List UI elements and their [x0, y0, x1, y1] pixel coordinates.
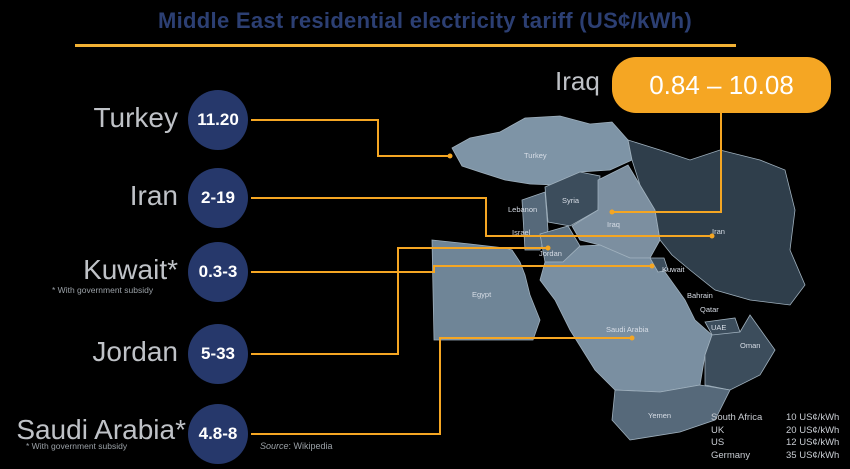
map-oman [704, 314, 776, 391]
reference-value: 35 US¢/kWh [786, 449, 840, 461]
reference-country: South Africa [711, 412, 763, 423]
source-text: : Wikipedia [288, 441, 333, 451]
reference-tariff-table: South Africa 10 US¢/kWh UK 20 US¢/kWh US 12… [711, 412, 846, 462]
connector-turkey [251, 119, 450, 157]
map-label-saudi: Saudi Arabia [606, 325, 649, 334]
map-label-egypt: Egypt [472, 290, 492, 299]
map-label-jordan: Jordan [539, 249, 562, 258]
connector-iran [251, 197, 712, 237]
reference-row: UK 20 US¢/kWh [711, 425, 846, 438]
map-label-iraq: Iraq [607, 220, 620, 229]
map-label-israel: Israel [512, 228, 531, 237]
tariff-circle-jordan: 5-33 [188, 324, 248, 384]
map-label-syria: Syria [562, 196, 580, 205]
connector-jordan [251, 247, 548, 355]
country-label-jordan: Jordan [92, 336, 178, 367]
iraq-tariff-pill: 0.84 – 10.08 [612, 57, 831, 113]
reference-value: 12 US¢/kWh [786, 437, 840, 448]
country-label-iran: Iran [129, 180, 178, 211]
reference-country: US [711, 437, 725, 448]
page-title: Middle East residential electricity tari… [158, 8, 692, 33]
map-label-lebanon: Lebanon [508, 205, 537, 214]
source-prefix: Source [260, 441, 289, 451]
map-label-yemen: Yemen [648, 411, 671, 420]
connector-saudi [251, 337, 632, 435]
reference-country: Germany [711, 449, 751, 461]
map-label-iran: Iran [712, 227, 725, 236]
saudi-subsidy-note: * With government subsidy [26, 441, 128, 451]
source-note: Source: Wikipedia [260, 441, 333, 451]
reference-row: Germany 35 US¢/kWh [711, 450, 846, 463]
reference-row: South Africa 10 US¢/kWh [711, 412, 846, 425]
tariff-circle-saudi-arabia: 4.8-8 [188, 404, 248, 464]
connector-dots [447, 153, 715, 341]
map-kuwait [649, 257, 669, 273]
country-label-saudi-arabia: Saudi Arabia* [16, 414, 186, 445]
tariff-circle-iran: 2-19 [188, 168, 248, 228]
tariff-circle-kuwait: 0.3-3 [188, 242, 248, 302]
reference-row: US 12 US¢/kWh [711, 437, 846, 450]
map-yemen [611, 384, 731, 441]
connector-kuwait [251, 265, 652, 273]
reference-value: 20 US¢/kWh [786, 424, 840, 436]
map-label-oman: Oman [740, 341, 760, 350]
map-label-qatar: Qatar [700, 305, 719, 314]
map-label-uae: UAE [711, 323, 726, 332]
map-label-bahrain: Bahrain [687, 291, 713, 300]
title-underline [75, 44, 736, 47]
kuwait-subsidy-note: * With government subsidy [52, 285, 154, 295]
map-label-kuwait: Kuwait [662, 265, 685, 274]
reference-country: UK [711, 424, 725, 436]
country-label-kuwait: Kuwait* [83, 254, 178, 285]
iraq-label: Iraq [555, 66, 600, 96]
connector-lines [251, 113, 722, 435]
country-label-turkey: Turkey [93, 102, 178, 133]
reference-value: 10 US¢/kWh [786, 412, 840, 423]
map-label-turkey: Turkey [524, 151, 547, 160]
tariff-circle-turkey: 11.20 [188, 90, 248, 150]
connector-iraq [612, 113, 722, 213]
